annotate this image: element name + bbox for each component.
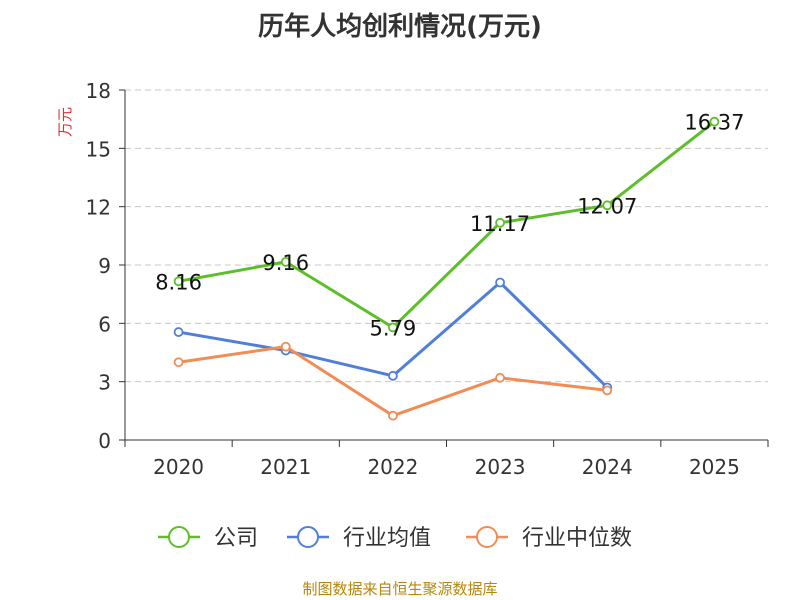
y-tick-label: 6 — [98, 312, 111, 336]
data-point — [280, 256, 291, 267]
data-point — [280, 341, 291, 352]
chart-title: 历年人均创利情况(万元) — [258, 12, 542, 42]
series-line-0 — [178, 120, 716, 329]
data-point — [388, 322, 398, 333]
legend-marker — [476, 526, 498, 548]
y-tick-label: 18 — [86, 79, 111, 103]
data-label: 5.79 — [370, 316, 417, 340]
series-line-2 — [178, 345, 608, 418]
x-tick-label: 2022 — [367, 455, 418, 479]
data-label-layer: 8.16 9.16 5.79 11.17 12.07 16.37 — [155, 111, 744, 341]
data-label: 16.37 — [684, 111, 744, 135]
data-label: 12.07 — [577, 194, 637, 218]
y-tick-label: 0 — [98, 429, 111, 453]
legend-label: 公司 — [214, 526, 258, 551]
y-axis-label: 万元 — [56, 107, 74, 137]
data-point — [495, 217, 505, 228]
y-tick-label: 3 — [98, 371, 111, 395]
legend-marker — [168, 526, 190, 548]
data-point — [709, 116, 720, 127]
data-point — [495, 372, 505, 383]
data-point — [602, 385, 613, 396]
data-point — [495, 277, 505, 288]
data-point — [388, 370, 398, 381]
grid-layer — [125, 89, 768, 383]
source-note: 制图数据来自恒生聚源数据库 — [302, 580, 498, 598]
y-tick-label: 12 — [86, 196, 111, 220]
legend: 公司 行业均值 行业中位数 — [158, 526, 632, 551]
legend-label: 行业中位数 — [522, 526, 632, 551]
y-tick-label: 9 — [98, 254, 111, 278]
data-point — [173, 357, 184, 368]
x-tick-label: 2024 — [582, 455, 633, 479]
data-point — [173, 327, 184, 337]
data-label: 8.16 — [155, 270, 202, 294]
data-label: 9.16 — [262, 251, 309, 275]
data-point — [173, 276, 184, 287]
x-tick-label: 2021 — [260, 455, 311, 479]
legend-marker — [297, 526, 319, 548]
data-point — [602, 200, 613, 211]
legend-label: 行业均值 — [343, 526, 431, 551]
x-tick-label: 2025 — [689, 455, 740, 479]
axis-layer: 0 3 6 9 12 15 18 2020 2021 2022 2023 2024 2025 万元 — [56, 79, 769, 479]
data-point — [388, 410, 398, 421]
y-tick-label: 15 — [86, 137, 111, 161]
data-label: 11.17 — [470, 212, 530, 236]
x-tick-label: 2020 — [153, 455, 204, 479]
x-tick-label: 2023 — [475, 455, 526, 479]
series-layer — [173, 116, 720, 421]
